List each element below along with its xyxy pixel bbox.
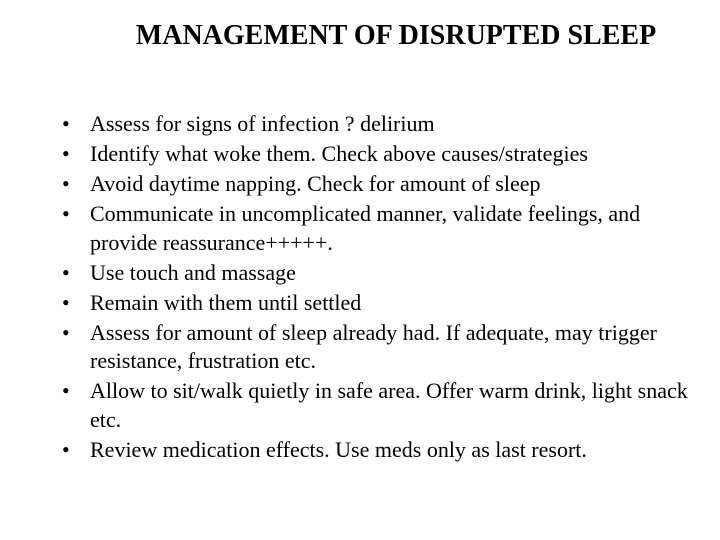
bullet-icon: • bbox=[62, 170, 90, 198]
list-item-text: Allow to sit/walk quietly in safe area. … bbox=[90, 377, 702, 433]
bullet-icon: • bbox=[62, 377, 90, 405]
list-item: • Avoid daytime napping. Check for amoun… bbox=[62, 170, 702, 198]
list-item: • Allow to sit/walk quietly in safe area… bbox=[62, 377, 702, 433]
bullet-list: • Assess for signs of infection ? deliri… bbox=[40, 110, 702, 464]
list-item: • Assess for signs of infection ? deliri… bbox=[62, 110, 702, 138]
page-title: MANAGEMENT OF DISRUPTED SLEEP bbox=[40, 20, 702, 52]
list-item-text: Use touch and massage bbox=[90, 259, 702, 287]
bullet-icon: • bbox=[62, 140, 90, 168]
list-item-text: Assess for signs of infection ? delirium bbox=[90, 110, 702, 138]
list-item-text: Review medication effects. Use meds only… bbox=[90, 436, 702, 464]
list-item: • Communicate in uncomplicated manner, v… bbox=[62, 200, 702, 256]
list-item-text: Remain with them until settled bbox=[90, 289, 702, 317]
list-item: • Use touch and massage bbox=[62, 259, 702, 287]
list-item-text: Identify what woke them. Check above cau… bbox=[90, 140, 702, 168]
bullet-icon: • bbox=[62, 436, 90, 464]
bullet-icon: • bbox=[62, 200, 90, 228]
list-item-text: Communicate in uncomplicated manner, val… bbox=[90, 200, 702, 256]
list-item: • Identify what woke them. Check above c… bbox=[62, 140, 702, 168]
list-item: • Assess for amount of sleep already had… bbox=[62, 319, 702, 375]
bullet-icon: • bbox=[62, 110, 90, 138]
bullet-icon: • bbox=[62, 259, 90, 287]
bullet-icon: • bbox=[62, 319, 90, 347]
list-item: • Remain with them until settled bbox=[62, 289, 702, 317]
list-item-text: Avoid daytime napping. Check for amount … bbox=[90, 170, 702, 198]
bullet-icon: • bbox=[62, 289, 90, 317]
list-item: • Review medication effects. Use meds on… bbox=[62, 436, 702, 464]
list-item-text: Assess for amount of sleep already had. … bbox=[90, 319, 702, 375]
